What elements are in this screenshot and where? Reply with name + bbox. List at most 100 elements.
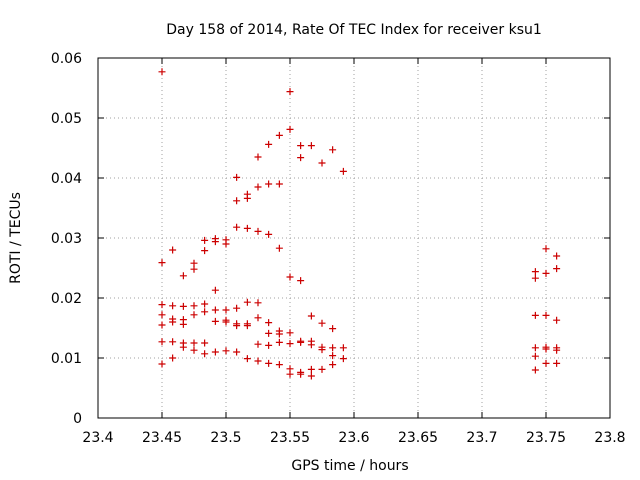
data-point — [190, 259, 198, 267]
data-point — [179, 272, 187, 280]
data-point — [211, 286, 219, 294]
data-point — [339, 167, 347, 175]
tick-layer: 23.4 23.45 23.5 23.55 23.6 23.65 23.7 23.75 23.8… — [51, 51, 626, 446]
data-point — [222, 240, 230, 248]
x-tick-label: 23.4 — [82, 430, 113, 446]
data-point — [318, 346, 326, 354]
data-point — [329, 146, 337, 154]
data-point — [211, 306, 219, 314]
chart-title: Day 158 of 2014, Rate Of TEC Index for r… — [166, 22, 542, 38]
data-point — [265, 359, 273, 367]
data-point — [307, 365, 315, 373]
data-point — [297, 370, 305, 378]
data-point — [254, 299, 262, 307]
data-point — [531, 268, 539, 276]
data-point — [179, 320, 187, 328]
data-point — [222, 347, 230, 355]
data-point — [307, 142, 315, 150]
data-point — [243, 355, 251, 363]
y-tick-label: 0.01 — [51, 351, 82, 367]
x-tick-label: 23.6 — [338, 430, 369, 446]
data-point — [190, 302, 198, 310]
data-point — [190, 339, 198, 347]
data-point — [169, 246, 177, 254]
data-point — [233, 322, 241, 330]
data-point — [329, 344, 337, 352]
data-point — [243, 194, 251, 202]
data-point — [169, 338, 177, 346]
x-axis-label: GPS time / hours — [291, 458, 408, 474]
data-point — [265, 329, 273, 337]
data-point — [297, 338, 305, 346]
data-point — [243, 322, 251, 330]
data-point — [222, 306, 230, 314]
data-point — [531, 352, 539, 360]
data-point — [297, 142, 305, 150]
data-point — [307, 312, 315, 320]
data-point — [201, 308, 209, 316]
data-point — [542, 269, 550, 277]
data-point — [339, 355, 347, 363]
data-point — [211, 238, 219, 246]
data-point — [275, 244, 283, 252]
data-point — [275, 131, 283, 139]
data-point — [158, 321, 166, 329]
data-point — [243, 298, 251, 306]
data-point — [286, 370, 294, 378]
data-point — [286, 125, 294, 133]
data-point — [233, 197, 241, 205]
data-point — [275, 338, 283, 346]
y-tick-label: 0 — [73, 411, 82, 427]
data-point — [286, 273, 294, 281]
data-point — [254, 340, 262, 348]
data-point — [265, 180, 273, 188]
data-point — [542, 245, 550, 253]
data-point — [254, 227, 262, 235]
data-point — [233, 223, 241, 231]
data-point — [265, 230, 273, 238]
data-point — [201, 350, 209, 358]
data-point — [243, 224, 251, 232]
data-point — [286, 88, 294, 96]
data-point — [531, 344, 539, 352]
data-point — [233, 173, 241, 181]
grid-layer — [98, 58, 610, 418]
data-point — [190, 346, 198, 354]
data-point — [190, 311, 198, 319]
data-point — [222, 318, 230, 326]
data-point — [542, 359, 550, 367]
x-tick-label: 23.55 — [270, 430, 310, 446]
data-point — [169, 302, 177, 310]
data-point — [286, 340, 294, 348]
y-tick-label: 0.04 — [51, 171, 82, 187]
data-point — [254, 357, 262, 365]
data-point — [531, 311, 539, 319]
data-point — [158, 311, 166, 319]
points-layer — [158, 68, 561, 380]
data-point — [553, 316, 561, 324]
data-point — [318, 159, 326, 167]
data-point — [201, 236, 209, 244]
data-point — [265, 341, 273, 349]
x-tick-label: 23.8 — [594, 430, 625, 446]
x-tick-label: 23.5 — [210, 430, 241, 446]
data-point — [553, 359, 561, 367]
data-point — [190, 265, 198, 273]
data-point — [542, 345, 550, 353]
data-point — [158, 259, 166, 267]
data-point — [158, 360, 166, 368]
data-point — [211, 348, 219, 356]
data-point — [254, 183, 262, 191]
x-tick-label: 23.65 — [398, 430, 438, 446]
y-tick-label: 0.03 — [51, 231, 82, 247]
data-point — [318, 319, 326, 327]
x-tick-label: 23.75 — [526, 430, 566, 446]
data-point — [318, 365, 326, 373]
data-point — [233, 348, 241, 356]
data-point — [158, 338, 166, 346]
data-point — [179, 302, 187, 310]
data-point — [307, 341, 315, 349]
data-point — [158, 301, 166, 309]
data-point — [201, 300, 209, 308]
